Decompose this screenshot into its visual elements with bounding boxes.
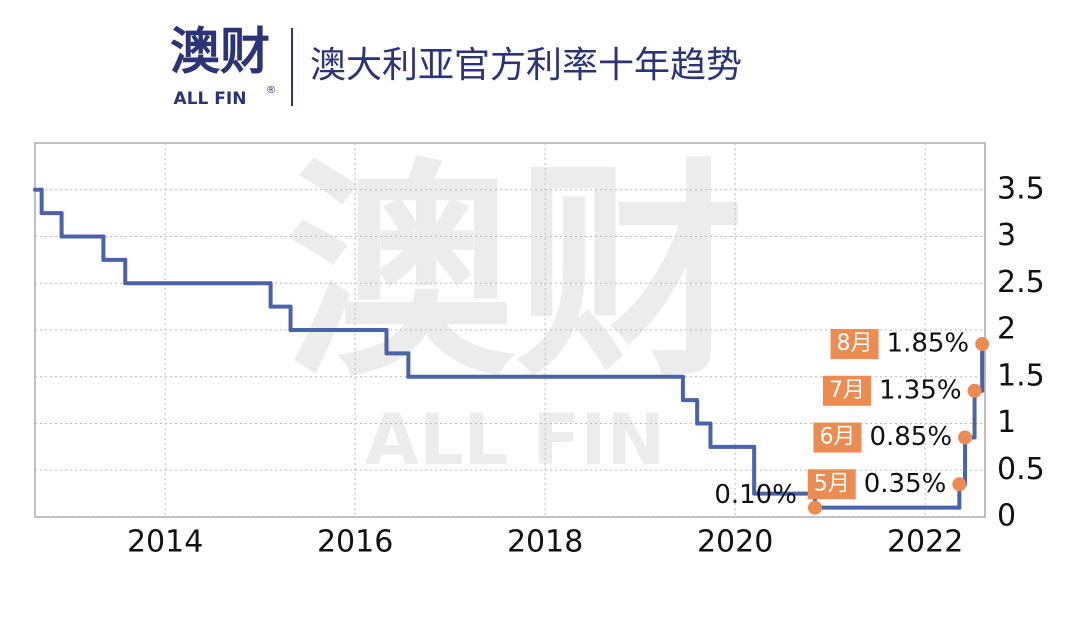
value-label: 1.35% — [879, 375, 962, 405]
month-tag — [822, 375, 871, 406]
month-tag — [830, 329, 879, 360]
month-label: 7月 — [829, 378, 865, 403]
y-tick-label: 2 — [997, 312, 1016, 347]
month-label: 6月 — [819, 425, 855, 450]
point-marker — [952, 477, 967, 492]
x-tick-label: 2018 — [507, 525, 583, 560]
x-tick-label: 2022 — [887, 525, 963, 560]
value-label: 0.85% — [869, 422, 952, 452]
month-label: 5月 — [814, 471, 850, 496]
y-tick-label: 3.5 — [997, 171, 1045, 206]
month-label: 8月 — [837, 331, 873, 356]
logo-sub: ALL FIN — [174, 89, 247, 109]
y-tick-label: 1.5 — [997, 358, 1045, 393]
point-marker — [958, 430, 973, 445]
point-marker — [807, 500, 822, 515]
watermark-logo: 澳财 — [285, 141, 745, 408]
logo: 澳财 — [170, 23, 270, 81]
point-marker — [967, 383, 982, 398]
y-tick-label: 2.5 — [997, 265, 1045, 300]
y-tick-label: 0 — [997, 499, 1016, 534]
month-tag — [813, 422, 862, 453]
y-tick-label: 0.5 — [997, 452, 1045, 487]
chart-title: 澳大利亚官方利率十年趋势 — [310, 45, 742, 86]
x-tick-label: 2016 — [317, 525, 393, 560]
value-label: 0.10% — [714, 480, 797, 510]
y-tick-label: 3 — [997, 218, 1016, 253]
y-tick-label: 1 — [997, 405, 1016, 440]
registered-mark: ® — [266, 85, 276, 96]
value-label: 1.85% — [887, 329, 970, 359]
value-label: 0.35% — [864, 469, 947, 499]
watermark: 澳财 ALL FIN — [285, 141, 745, 481]
x-tick-label: 2014 — [127, 525, 203, 560]
x-tick-label: 2020 — [697, 525, 773, 560]
watermark-sub: ALL FIN — [365, 399, 665, 481]
month-tag — [807, 469, 856, 500]
point-marker — [975, 337, 990, 352]
